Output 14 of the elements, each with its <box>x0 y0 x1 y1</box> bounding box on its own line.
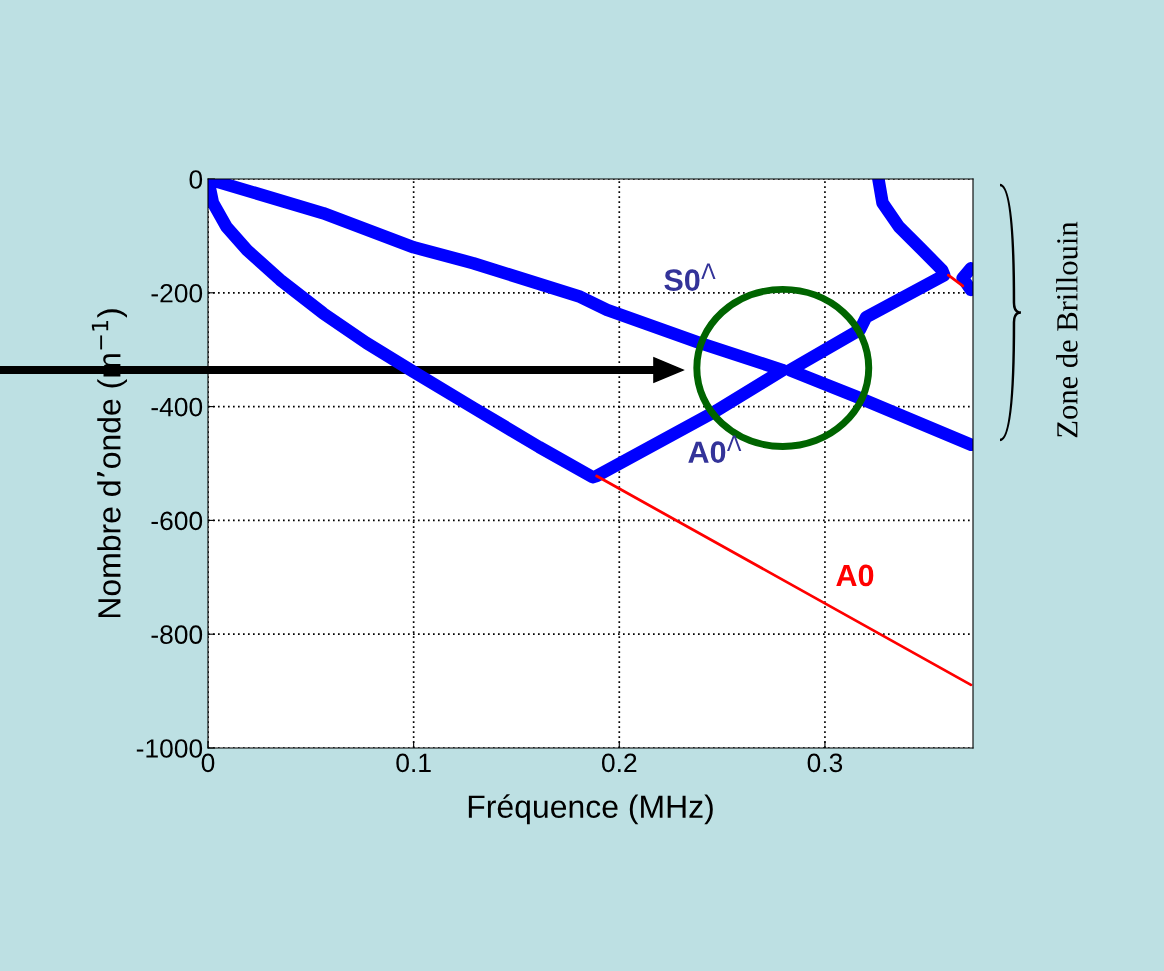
y-tick-label: 0 <box>189 170 203 189</box>
annotation: A0 <box>836 564 874 587</box>
y-tick-label: -400 <box>151 397 203 417</box>
annotation: S0$^{Λ}$ <box>664 263 716 291</box>
x-tick-label: 0.3 <box>807 753 843 773</box>
y-tick-label: -1000 <box>136 739 203 758</box>
y-tick-label: -600 <box>151 511 203 531</box>
x-tick-label: 0.2 <box>601 753 637 773</box>
x-axis-title: Fréquence (MHz) <box>468 794 713 825</box>
y-tick-label: -800 <box>151 625 203 645</box>
text: Zone de Brillouin <box>1056 221 1078 438</box>
x-tick-label: 0.1 <box>396 753 431 773</box>
annotation: A0$^{Λ}$ <box>688 435 742 463</box>
y-tick-label: -200 <box>151 283 203 303</box>
